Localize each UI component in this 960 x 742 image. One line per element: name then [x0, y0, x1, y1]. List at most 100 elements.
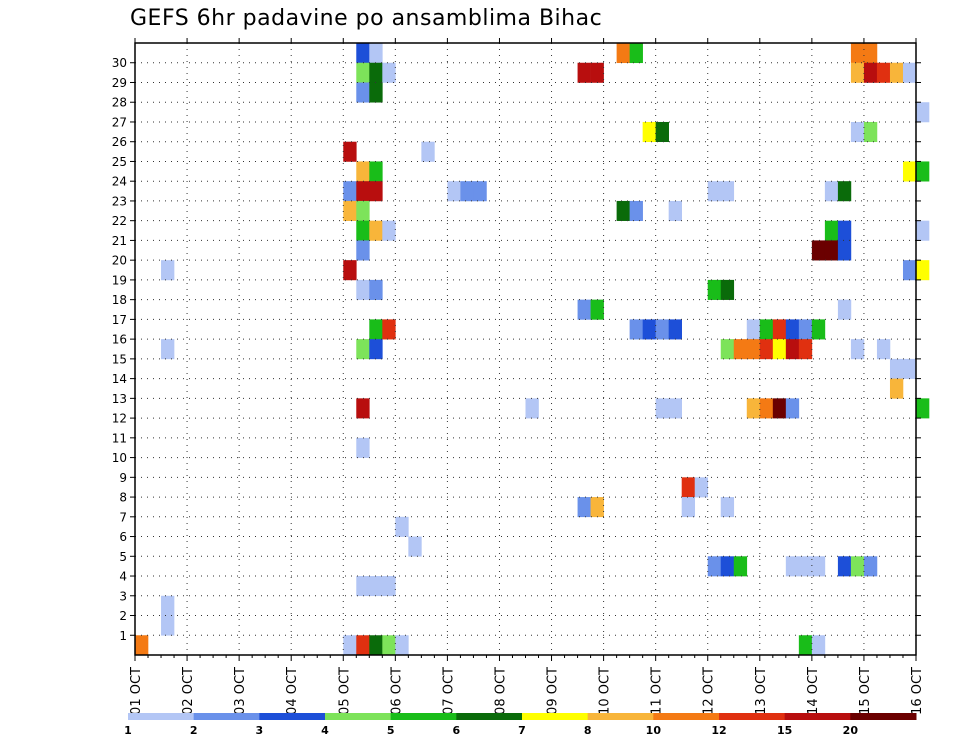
data-cell: [590, 62, 604, 83]
data-cell: [720, 279, 735, 300]
data-cell: [343, 181, 357, 202]
data-cell: [356, 161, 370, 182]
y-tick-label: 7: [119, 510, 127, 524]
data-cell: [369, 319, 383, 340]
data-cell: [655, 121, 669, 143]
data-cell: [863, 121, 878, 143]
colorbar-swatch: [850, 713, 917, 720]
data-cell: [720, 181, 735, 202]
data-cell: [356, 200, 370, 221]
colorbar-label: 8: [584, 724, 592, 737]
y-tick-label: 1: [119, 629, 127, 643]
data-cell: [889, 358, 904, 379]
data-cell: [850, 62, 865, 83]
data-cell: [837, 181, 852, 202]
data-cell: [720, 339, 735, 360]
chart-title: GEFS 6hr padavine po ansamblima Bihac: [130, 6, 603, 31]
data-cell: [798, 556, 813, 577]
data-cell: [473, 181, 487, 202]
data-cell: [916, 161, 930, 182]
data-cell: [655, 319, 669, 340]
colorbar-swatch: [719, 713, 786, 720]
y-tick-label: 21: [112, 234, 127, 248]
data-cell: [811, 556, 826, 577]
data-cell: [798, 635, 813, 656]
data-cell: [356, 279, 370, 300]
y-tick-label: 10: [112, 451, 127, 465]
data-cell: [850, 43, 865, 64]
data-cell: [902, 358, 917, 379]
y-tick-label: 8: [119, 491, 127, 505]
data-cell: [824, 181, 839, 202]
colorbar-swatch: [587, 713, 654, 720]
data-cell: [356, 181, 370, 202]
y-tick-label: 27: [112, 115, 127, 129]
data-cell: [356, 240, 370, 261]
data-cell: [408, 536, 422, 557]
x-tick-label: 10 OCT: [598, 667, 613, 715]
data-cell: [837, 556, 852, 577]
data-cell: [811, 319, 826, 340]
data-cell: [590, 299, 604, 320]
data-cell: [707, 181, 722, 202]
data-cell: [616, 200, 630, 221]
data-cell: [356, 437, 370, 458]
x-tick-label: 04 OCT: [285, 667, 300, 715]
data-cell: [720, 556, 735, 577]
x-tick-label: 01 OCT: [129, 667, 144, 715]
y-tick-label: 29: [112, 76, 127, 90]
data-cell: [161, 615, 175, 636]
data-cell: [395, 516, 409, 537]
data-cell: [681, 477, 696, 498]
data-cell: [369, 576, 383, 597]
data-cell: [876, 339, 891, 360]
colorbar-swatch: [193, 713, 260, 720]
data-cell: [902, 260, 917, 281]
y-tick-label: 11: [112, 431, 127, 445]
data-cell: [902, 161, 917, 182]
data-cell: [811, 635, 826, 656]
data-cell: [382, 319, 396, 340]
data-cell: [343, 260, 357, 281]
x-tick-label: 12 OCT: [702, 667, 717, 715]
y-tick-label: 24: [112, 175, 127, 189]
colorbar-swatch: [522, 713, 589, 720]
x-axis-labels: 01 OCT 02 OCT 03 OCT 04 OCT 05 OCT 06 OCT 07 O…: [129, 667, 925, 715]
data-cell: [161, 339, 175, 360]
data-cell: [837, 299, 852, 320]
data-cell: [525, 398, 539, 419]
y-tick-label: 14: [112, 372, 127, 386]
data-cell: [369, 220, 383, 241]
data-cell: [759, 319, 774, 340]
data-cell: [161, 260, 175, 281]
data-cell: [837, 240, 852, 261]
data-cell: [916, 102, 930, 123]
data-cell: [837, 220, 852, 241]
data-cell: [863, 43, 878, 64]
data-cell: [785, 556, 800, 577]
data-cell: [759, 398, 774, 419]
colorbar-label: 1: [124, 724, 132, 737]
data-cell: [629, 200, 643, 221]
data-cell: [577, 497, 591, 518]
x-tick-label: 02 OCT: [181, 667, 196, 715]
x-tick-label: 11 OCT: [650, 667, 665, 715]
data-cell: [356, 43, 370, 64]
data-cell: [460, 181, 474, 202]
data-cell: [356, 398, 370, 419]
data-cell: [369, 181, 383, 202]
data-cell: [876, 62, 891, 83]
colorbar-label: 4: [321, 724, 329, 737]
data-cell: [356, 635, 370, 656]
colorbar-swatch: [653, 713, 720, 720]
data-cell: [668, 200, 682, 221]
data-cell: [356, 576, 370, 597]
colorbar-label: 15: [777, 724, 792, 737]
y-tick-label: 25: [112, 155, 127, 169]
data-cell: [655, 398, 669, 419]
data-cell: [356, 82, 370, 103]
x-tick-label: 13 OCT: [754, 667, 769, 715]
colorbar-swatch: [456, 713, 523, 720]
colorbar-label: 6: [453, 724, 461, 737]
